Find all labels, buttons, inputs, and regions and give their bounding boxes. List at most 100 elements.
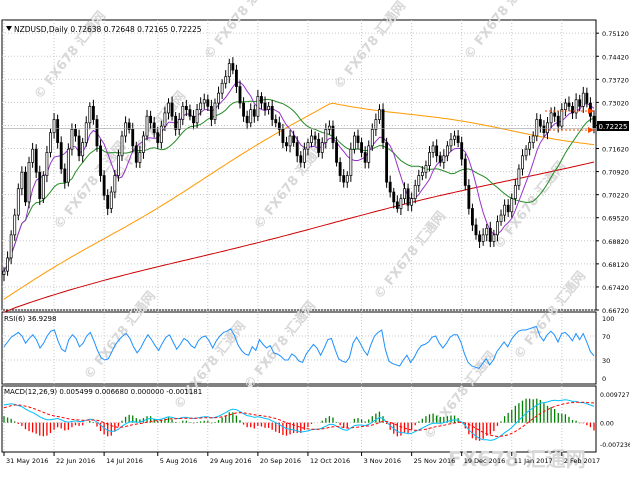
candle-body xyxy=(209,105,213,120)
candle-body xyxy=(177,119,181,130)
candle-body xyxy=(395,201,399,209)
candle-body xyxy=(217,92,220,104)
candle-body xyxy=(41,175,45,199)
x-tick-label: 14 Jul 2016 xyxy=(106,457,143,465)
candle-body xyxy=(374,119,378,130)
candle-body xyxy=(578,99,582,107)
candle-body xyxy=(413,185,417,199)
candle-body xyxy=(445,145,449,157)
candle-body xyxy=(392,191,396,203)
candle-body xyxy=(503,204,507,216)
candle-body xyxy=(546,122,549,134)
macd-tick-label: 0.00 xyxy=(600,421,614,428)
candle-body xyxy=(553,112,557,117)
x-tick-label: 11 Jan 2017 xyxy=(514,457,553,465)
candle-body xyxy=(49,132,52,153)
candle-body xyxy=(88,105,92,124)
candle-body xyxy=(70,129,74,150)
candle-body xyxy=(317,138,321,153)
candle-body xyxy=(181,105,185,120)
candle-body xyxy=(99,145,102,176)
candle-body xyxy=(249,109,253,124)
candle-body xyxy=(192,115,195,124)
y-tick-label: 0.66720 xyxy=(602,307,629,315)
candle-body xyxy=(342,175,346,183)
candle-body xyxy=(52,119,56,134)
x-tick-label: 29 Aug 2016 xyxy=(210,457,252,465)
y-tick-label: 0.73720 xyxy=(602,76,629,84)
rsi-tick-label: 0 xyxy=(602,375,606,383)
candle-body xyxy=(399,198,403,209)
candle-body xyxy=(106,194,110,209)
candle-body xyxy=(431,145,435,153)
candle-body xyxy=(335,142,338,163)
candle-body xyxy=(188,109,192,117)
watermark-logo: FX678 汇通网 xyxy=(448,447,586,471)
candle-body xyxy=(556,115,560,127)
y-tick-label: 0.75120 xyxy=(602,30,629,38)
candle-body xyxy=(256,96,260,117)
candle-body xyxy=(385,142,389,183)
candle-body xyxy=(363,152,367,163)
rsi-panel-frame xyxy=(1,311,597,385)
candle-body xyxy=(485,227,489,236)
candle-body xyxy=(77,135,81,157)
candle-body xyxy=(420,171,424,176)
axis-labels: 0.751200.744200.737200.730200.723200.716… xyxy=(3,30,630,465)
candle-body xyxy=(331,125,335,143)
candle-body xyxy=(442,155,446,163)
candle-body xyxy=(353,135,356,150)
candle-body xyxy=(195,109,199,124)
candle-body xyxy=(224,76,228,84)
candle-body xyxy=(156,132,160,143)
candle-body xyxy=(492,234,496,242)
candle-body xyxy=(302,148,306,163)
candle-body xyxy=(242,102,245,117)
candle-body xyxy=(488,227,492,242)
candle-body xyxy=(9,234,13,259)
y-tick-label: 0.68820 xyxy=(602,238,629,246)
candle-body xyxy=(202,99,206,104)
candle-body xyxy=(549,112,553,124)
candle-body xyxy=(535,119,539,137)
candle-body xyxy=(356,135,360,143)
candle-body xyxy=(496,221,499,236)
macd-panel-frame xyxy=(1,385,597,453)
candle-body xyxy=(406,188,410,206)
candle-body xyxy=(378,109,381,120)
macd-title: MACD(12,26,9) 0.005499 0.006680 0.000000… xyxy=(4,388,202,396)
x-tick-label: 22 Jun 2016 xyxy=(56,457,95,465)
candle-body xyxy=(370,129,374,147)
candle-body xyxy=(27,162,31,203)
candle-body xyxy=(252,109,256,117)
last-price-box xyxy=(597,121,629,131)
candle-body xyxy=(524,148,528,157)
candle-body xyxy=(417,175,421,186)
candle-body xyxy=(56,119,60,143)
candle-body xyxy=(327,125,331,130)
candle-body xyxy=(91,105,95,120)
candle-body xyxy=(238,86,242,104)
rsi-title: RSI(6) 36.9298 xyxy=(4,315,56,323)
candle-body xyxy=(213,102,217,120)
candle-body xyxy=(449,138,453,147)
candle-body xyxy=(174,115,178,130)
candle-body xyxy=(499,214,503,223)
candle-body xyxy=(585,92,589,104)
candle-body xyxy=(134,145,138,163)
candle-body xyxy=(59,142,63,170)
candle-body xyxy=(521,155,524,170)
candle-body xyxy=(231,63,235,71)
macd-tick-label: -0.007236 xyxy=(600,442,630,449)
candle-body xyxy=(438,155,442,163)
candle-body xyxy=(517,168,521,186)
candle-body xyxy=(281,129,285,143)
candle-body xyxy=(149,115,153,124)
candle-body xyxy=(167,102,170,114)
candle-body xyxy=(285,142,288,147)
candle-body xyxy=(299,155,303,163)
x-tick-label: 2 Feb 2017 xyxy=(564,457,600,465)
main-price-series xyxy=(2,57,596,313)
candle-body xyxy=(574,99,578,114)
